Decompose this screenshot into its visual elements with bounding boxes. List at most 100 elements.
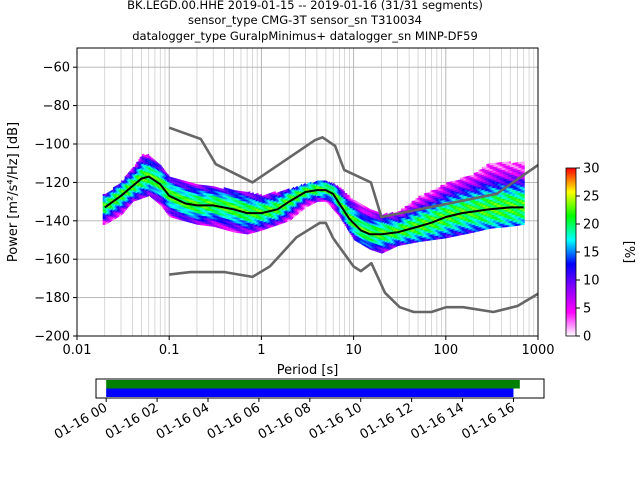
density-cell <box>194 201 195 203</box>
density-cell <box>272 225 273 227</box>
density-cell <box>339 207 340 209</box>
density-cell <box>348 204 349 206</box>
density-cell <box>352 216 353 218</box>
density-cell <box>141 162 142 164</box>
density-cell <box>143 156 144 158</box>
density-cell <box>352 235 353 237</box>
density-cell <box>239 218 240 220</box>
density-cell <box>107 194 108 196</box>
density-cell <box>329 201 330 203</box>
density-cell <box>138 196 139 198</box>
density-cell <box>246 224 247 226</box>
density-cell <box>235 192 236 194</box>
density-cell <box>194 218 195 220</box>
density-cell <box>265 206 266 208</box>
density-cell <box>406 215 407 217</box>
density-cell <box>200 223 201 225</box>
density-cell <box>308 193 309 195</box>
density-cell <box>390 238 391 240</box>
density-cell <box>144 188 145 190</box>
density-cell <box>402 218 403 220</box>
density-cell <box>129 179 130 181</box>
density-cell <box>395 222 396 224</box>
density-cell <box>203 222 204 224</box>
density-cell <box>330 202 331 204</box>
density-cell <box>234 229 235 231</box>
density-cell <box>157 164 158 166</box>
density-cell <box>406 208 407 210</box>
density-cell <box>185 198 186 200</box>
density-cell <box>398 240 399 242</box>
density-cell <box>368 225 369 227</box>
density-cell <box>269 203 270 205</box>
density-cell <box>145 187 146 189</box>
density-cell <box>251 216 252 218</box>
density-cell <box>167 178 168 180</box>
density-cell <box>160 188 161 190</box>
density-cell <box>203 191 204 193</box>
density-cell <box>281 222 282 224</box>
density-cell <box>354 217 355 219</box>
density-cell <box>398 242 399 244</box>
density-cell <box>269 193 270 195</box>
density-cell <box>188 201 189 203</box>
density-cell <box>329 187 330 189</box>
density-cell <box>151 186 152 188</box>
density-cell <box>220 196 221 198</box>
density-cell <box>369 215 370 217</box>
density-cell <box>208 218 209 220</box>
density-cell <box>336 201 337 203</box>
density-cell <box>280 218 281 220</box>
density-cell <box>349 206 350 208</box>
density-cell <box>156 169 157 171</box>
density-cell <box>150 187 151 189</box>
density-cell <box>255 203 256 205</box>
density-cell <box>362 218 363 220</box>
density-cell <box>354 219 355 221</box>
density-cell <box>296 186 297 188</box>
density-cell <box>155 176 156 178</box>
density-cell <box>370 238 371 240</box>
density-cell <box>129 200 130 202</box>
density-cell <box>257 195 258 197</box>
density-cell <box>248 217 249 219</box>
density-cell <box>217 218 218 220</box>
density-cell <box>256 205 257 207</box>
density-cell <box>127 174 128 176</box>
density-cell <box>264 228 265 230</box>
density-cell <box>138 192 139 194</box>
density-cell <box>160 196 161 198</box>
density-cell <box>167 184 168 186</box>
density-cell <box>223 204 224 206</box>
density-cell <box>140 174 141 176</box>
density-cell <box>299 192 300 194</box>
density-cell <box>158 173 159 175</box>
density-cell <box>375 249 376 251</box>
density-cell <box>354 208 355 210</box>
density-cell <box>392 245 393 247</box>
density-cell <box>385 223 386 225</box>
density-cell <box>214 225 215 227</box>
density-cell <box>122 200 123 202</box>
density-cell <box>319 192 320 194</box>
density-cell <box>244 220 245 222</box>
density-cell <box>347 208 348 210</box>
density-cell <box>303 203 304 205</box>
density-cell <box>152 174 153 176</box>
density-cell <box>287 193 288 195</box>
density-cell <box>387 229 388 231</box>
density-cell <box>194 220 195 222</box>
density-cell <box>117 189 118 191</box>
density-cell <box>364 214 365 216</box>
density-cell <box>210 220 211 222</box>
density-cell <box>114 186 115 188</box>
density-cell <box>227 225 228 227</box>
density-cell <box>367 207 368 209</box>
density-cell <box>159 166 160 168</box>
density-cell <box>226 209 227 211</box>
density-cell <box>378 220 379 222</box>
density-cell <box>367 240 368 242</box>
density-cell <box>229 210 230 212</box>
density-cell <box>393 229 394 231</box>
density-cell <box>362 239 363 241</box>
